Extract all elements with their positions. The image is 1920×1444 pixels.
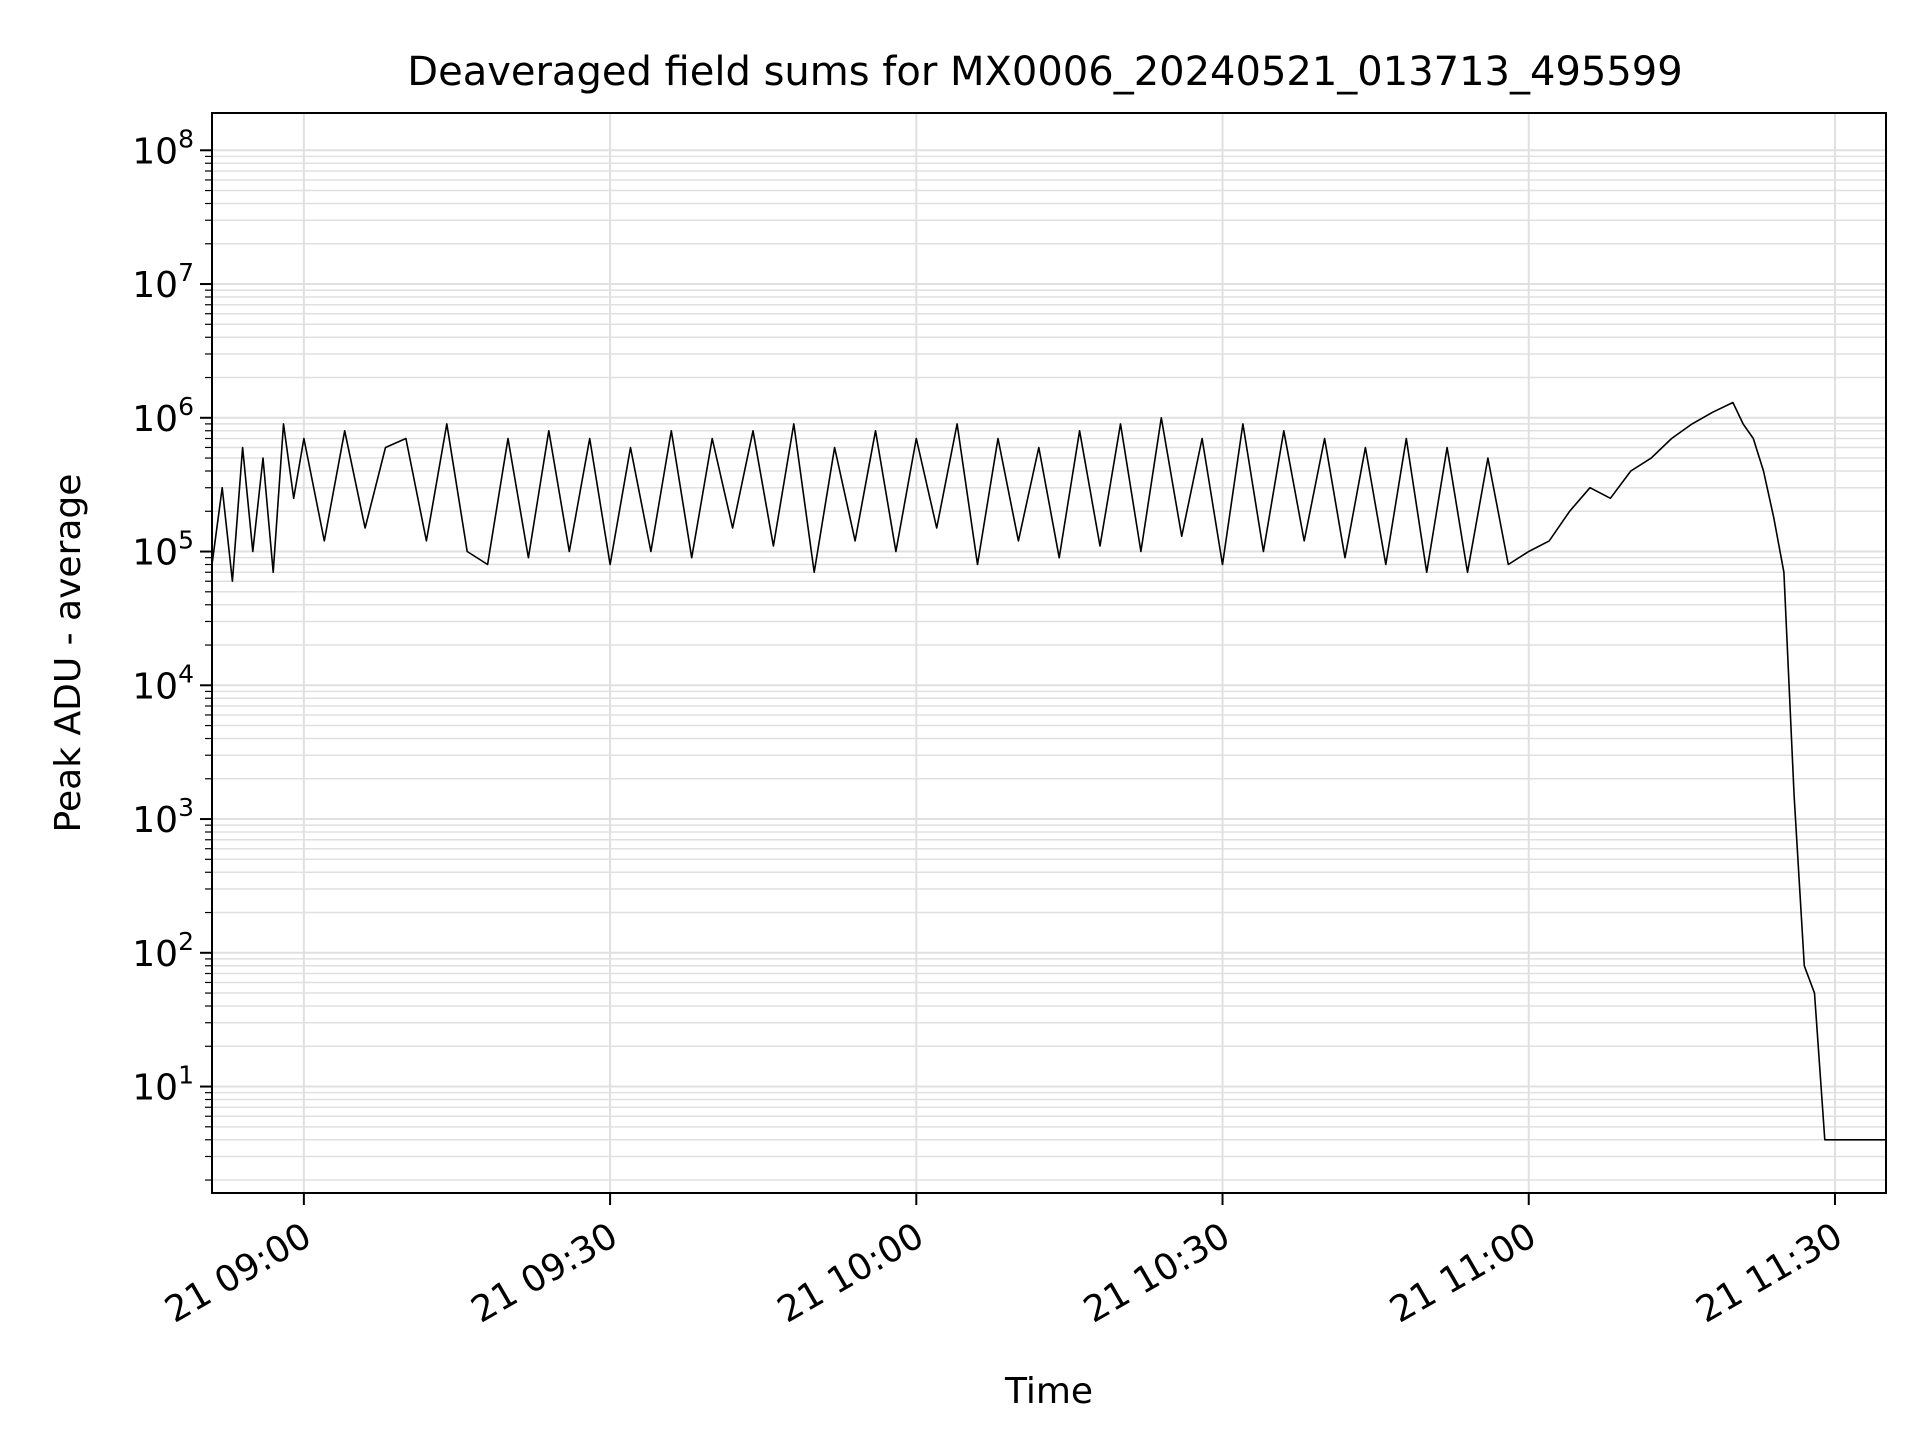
- y-tick-label: 106: [132, 392, 194, 440]
- grid-layer: [212, 113, 1886, 1193]
- plot-frame: [211, 112, 1887, 1194]
- y-tick-label: 108: [132, 124, 194, 172]
- y-axis-label: Peak ADU - average: [48, 474, 89, 833]
- y-tick-label: 107: [132, 258, 194, 306]
- x-axis-label: Time: [1004, 1371, 1093, 1412]
- y-axis: 101 102 103 104 105 106 107 108: [132, 124, 212, 1181]
- y-tick-label: 105: [132, 526, 194, 574]
- chart-title: Deaveraged field sums for MX0006_2024052…: [407, 49, 1682, 95]
- x-tick-label: 21 09:30: [465, 1215, 625, 1331]
- x-tick-label: 21 09:00: [158, 1215, 318, 1331]
- x-tick-label: 21 10:00: [771, 1215, 931, 1331]
- x-tick-label: 21 11:00: [1383, 1215, 1543, 1331]
- y-tick-label: 102: [132, 927, 194, 975]
- x-tick-label: 21 10:30: [1077, 1215, 1237, 1331]
- y-tick-label: 101: [132, 1061, 194, 1109]
- x-tick-label: 21 11:30: [1690, 1215, 1850, 1331]
- series-line: [211, 401, 1886, 1141]
- y-tick-label: 104: [132, 659, 194, 707]
- x-axis: 21 09:00 21 09:30 21 10:00 21 10:30 21 11:00…: [158, 1193, 1849, 1331]
- y-tick-label: 103: [132, 793, 194, 841]
